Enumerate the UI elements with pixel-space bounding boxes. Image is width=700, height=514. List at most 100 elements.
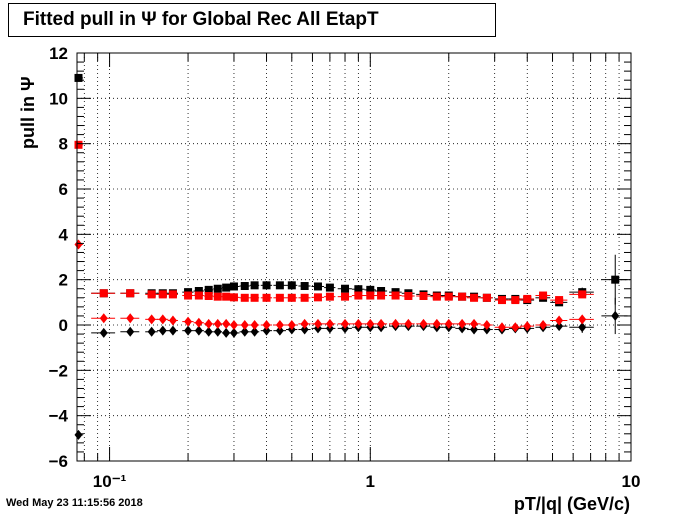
data-point	[444, 318, 453, 329]
data-point	[432, 292, 441, 301]
data-point	[158, 325, 167, 336]
data-point	[555, 321, 564, 332]
data-point	[391, 318, 400, 329]
data-point	[377, 287, 386, 295]
y-tick-label: 6	[59, 180, 68, 199]
data-point	[74, 429, 83, 440]
data-point	[250, 293, 259, 302]
data-point	[204, 291, 213, 300]
data-point	[229, 327, 238, 338]
data-point	[555, 296, 564, 305]
data-point	[354, 291, 363, 300]
data-point	[240, 282, 249, 291]
data-point	[240, 326, 249, 337]
data-point	[194, 317, 203, 328]
data-point	[250, 326, 259, 337]
data-point	[204, 318, 213, 329]
data-point	[313, 318, 322, 329]
y-tick-label: 0	[59, 316, 68, 335]
data-point	[313, 293, 322, 302]
data-point	[204, 326, 213, 337]
data-point	[482, 320, 491, 330]
chart-title: Fitted pull in Ψ for Global Rec All Etap…	[8, 3, 496, 37]
data-point	[313, 282, 322, 291]
data-point	[194, 287, 203, 295]
data-point	[300, 293, 309, 302]
data-point	[511, 322, 520, 333]
data-point	[341, 318, 350, 329]
data-point	[222, 327, 231, 338]
data-point	[229, 320, 238, 330]
data-point	[341, 292, 350, 301]
data-point	[147, 314, 156, 325]
data-point	[391, 291, 400, 300]
grid	[77, 53, 631, 461]
x-axis-title: pT/|q| (GeV/c)	[514, 494, 630, 514]
data-point	[523, 321, 532, 332]
y-tick-label: 10	[49, 89, 68, 108]
x-tick-label: 10⁻¹	[93, 472, 127, 491]
data-point	[74, 239, 83, 250]
data-point	[126, 313, 135, 324]
data-point	[470, 293, 479, 302]
data-point	[511, 296, 520, 305]
data-point	[147, 290, 156, 299]
data-point	[458, 292, 467, 301]
data-point	[99, 313, 108, 324]
y-tick-label: 12	[49, 44, 68, 63]
data-point	[404, 318, 413, 329]
data-point	[262, 293, 271, 302]
data-point	[366, 318, 375, 329]
data-point	[470, 318, 479, 329]
data-point	[168, 315, 177, 326]
data-point	[204, 285, 213, 294]
y-tick-label: 4	[59, 225, 69, 244]
data-point	[184, 291, 193, 300]
plot-frame	[76, 52, 632, 462]
data-point	[523, 294, 532, 303]
data-point	[555, 315, 564, 326]
data-point	[74, 73, 83, 82]
data-point	[497, 296, 506, 305]
data-point	[611, 310, 620, 321]
data-point	[404, 291, 413, 300]
data-point	[432, 318, 441, 329]
data-point	[300, 318, 309, 329]
data-point	[222, 292, 231, 301]
data-point	[99, 327, 108, 338]
data-point	[262, 325, 271, 336]
data-point	[325, 318, 334, 329]
data-point	[213, 318, 222, 329]
data-point	[287, 281, 296, 290]
data-point	[213, 292, 222, 301]
data-point	[222, 283, 231, 292]
x-tick-label: 1	[366, 472, 375, 491]
data-point	[366, 291, 375, 300]
y-tick-label: −4	[49, 407, 69, 426]
data-point	[482, 293, 491, 302]
data-point	[611, 275, 620, 284]
data-point	[458, 318, 467, 329]
data-point	[240, 320, 249, 330]
data-point	[341, 284, 350, 293]
data-point	[158, 290, 167, 299]
data-point	[497, 322, 506, 333]
data-point	[74, 140, 83, 149]
data-point	[213, 326, 222, 337]
data-point	[168, 325, 177, 336]
series-3	[74, 239, 594, 333]
data-point	[300, 282, 309, 291]
data-point	[578, 322, 587, 333]
series-0	[74, 73, 628, 307]
data-point	[300, 324, 309, 335]
data-point	[377, 318, 386, 329]
axis-ticks: −6 −4 −2 0 2 4 6 8 10 12 10⁻¹ 1 10	[49, 44, 641, 491]
data-point	[250, 320, 259, 330]
data-point	[578, 290, 587, 299]
data-point	[168, 290, 177, 299]
data-point	[229, 282, 238, 291]
data-point	[184, 325, 193, 336]
data-point	[184, 316, 193, 327]
y-axis-title: pull in Ψ	[18, 76, 38, 149]
